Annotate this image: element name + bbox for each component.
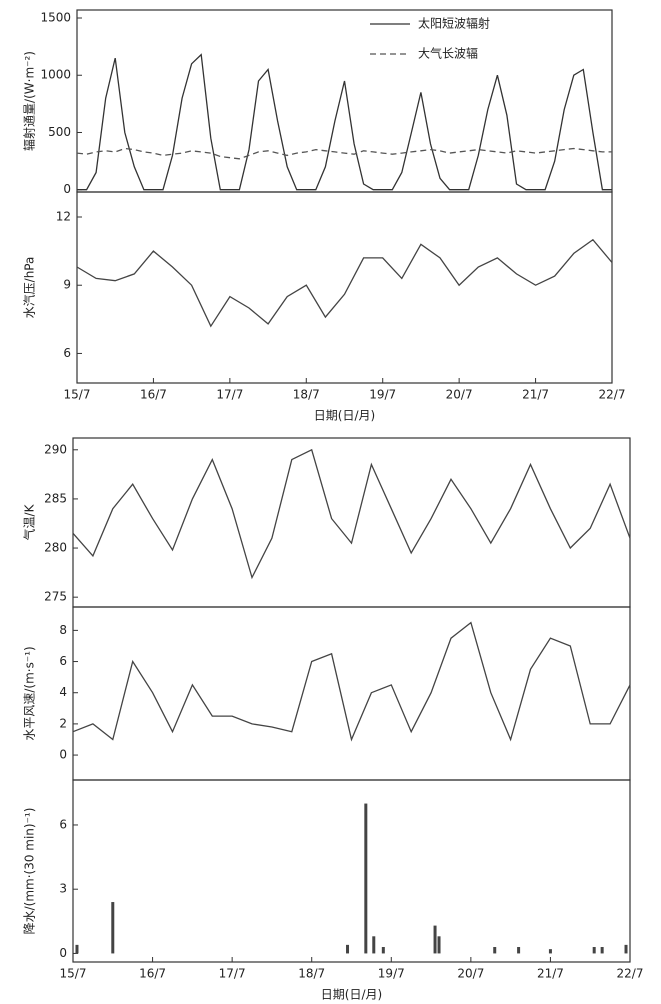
bar — [548, 949, 552, 954]
series-line — [77, 53, 612, 191]
bar — [381, 947, 385, 954]
legend-label: 大气长波辐 — [418, 46, 478, 61]
bar — [433, 925, 437, 954]
plot-frame — [76, 9, 613, 193]
y-tick-label: 4 — [59, 685, 67, 699]
x-tick-label: 16/7 — [139, 967, 166, 981]
y-axis-label: 辐射通量/(W·m⁻²) — [22, 51, 37, 151]
plot-frame — [72, 779, 631, 963]
bar — [517, 947, 521, 954]
y-axis-label: 气温/K — [22, 503, 37, 540]
x-tick-label: 18/7 — [298, 967, 325, 981]
series-line — [76, 147, 612, 160]
series-line — [76, 238, 613, 328]
bar — [592, 947, 596, 954]
x-tick-label: 17/7 — [216, 388, 243, 402]
bar — [75, 944, 79, 954]
x-tick-label: 15/7 — [64, 388, 91, 402]
y-tick-label: 6 — [63, 346, 71, 360]
x-tick-label: 22/7 — [599, 388, 626, 402]
y-tick-label: 280 — [44, 541, 67, 555]
y-tick-label: 1000 — [40, 68, 71, 82]
y-tick-label: 0 — [63, 182, 71, 196]
y-tick-label: 0 — [59, 946, 67, 960]
plot-frame — [76, 191, 613, 384]
x-tick-label: 20/7 — [457, 967, 484, 981]
y-tick-label: 12 — [56, 210, 71, 224]
y-tick-label: 500 — [48, 125, 71, 139]
x-tick-label: 19/7 — [378, 967, 405, 981]
y-axis-label: 降水/(mm·(30 min)⁻¹) — [23, 808, 37, 935]
legend-label: 太阳短波辐射 — [418, 16, 490, 31]
y-tick-label: 285 — [44, 491, 67, 505]
y-tick-label: 290 — [44, 442, 67, 456]
series-line — [72, 621, 631, 742]
bar — [372, 936, 376, 954]
y-axis-label: 水平风速/(m·s⁻¹) — [23, 646, 37, 740]
bar — [364, 803, 368, 954]
x-tick-label: 21/7 — [537, 967, 564, 981]
bar — [111, 902, 115, 954]
bar — [346, 944, 350, 954]
plot-frame — [72, 606, 631, 781]
bar — [624, 944, 628, 954]
y-tick-label: 6 — [59, 654, 67, 668]
bar — [600, 947, 604, 954]
y-tick-label: 2 — [59, 716, 67, 730]
x-tick-label: 16/7 — [140, 388, 167, 402]
y-tick-label: 3 — [59, 882, 67, 896]
y-tick-label: 275 — [44, 590, 67, 604]
y-tick-label: 9 — [63, 278, 71, 292]
x-axis-label: 日期(日/月) — [314, 409, 375, 423]
plot-frame — [72, 437, 631, 608]
y-tick-label: 0 — [59, 748, 67, 762]
x-tick-label: 18/7 — [293, 388, 320, 402]
x-tick-label: 15/7 — [60, 967, 87, 981]
x-tick-label: 22/7 — [617, 967, 644, 981]
series-line — [72, 448, 631, 580]
x-tick-label: 19/7 — [369, 388, 396, 402]
y-tick-label: 1500 — [40, 11, 71, 25]
y-axis-label: 水汽压/hPa — [22, 257, 37, 319]
y-tick-label: 8 — [59, 623, 67, 637]
x-tick-label: 17/7 — [219, 967, 246, 981]
bar — [437, 936, 441, 954]
bar — [493, 947, 497, 954]
y-tick-label: 6 — [59, 817, 67, 831]
x-tick-label: 21/7 — [522, 388, 549, 402]
x-tick-label: 20/7 — [446, 388, 473, 402]
x-axis-label: 日期(日/月) — [321, 988, 382, 1002]
